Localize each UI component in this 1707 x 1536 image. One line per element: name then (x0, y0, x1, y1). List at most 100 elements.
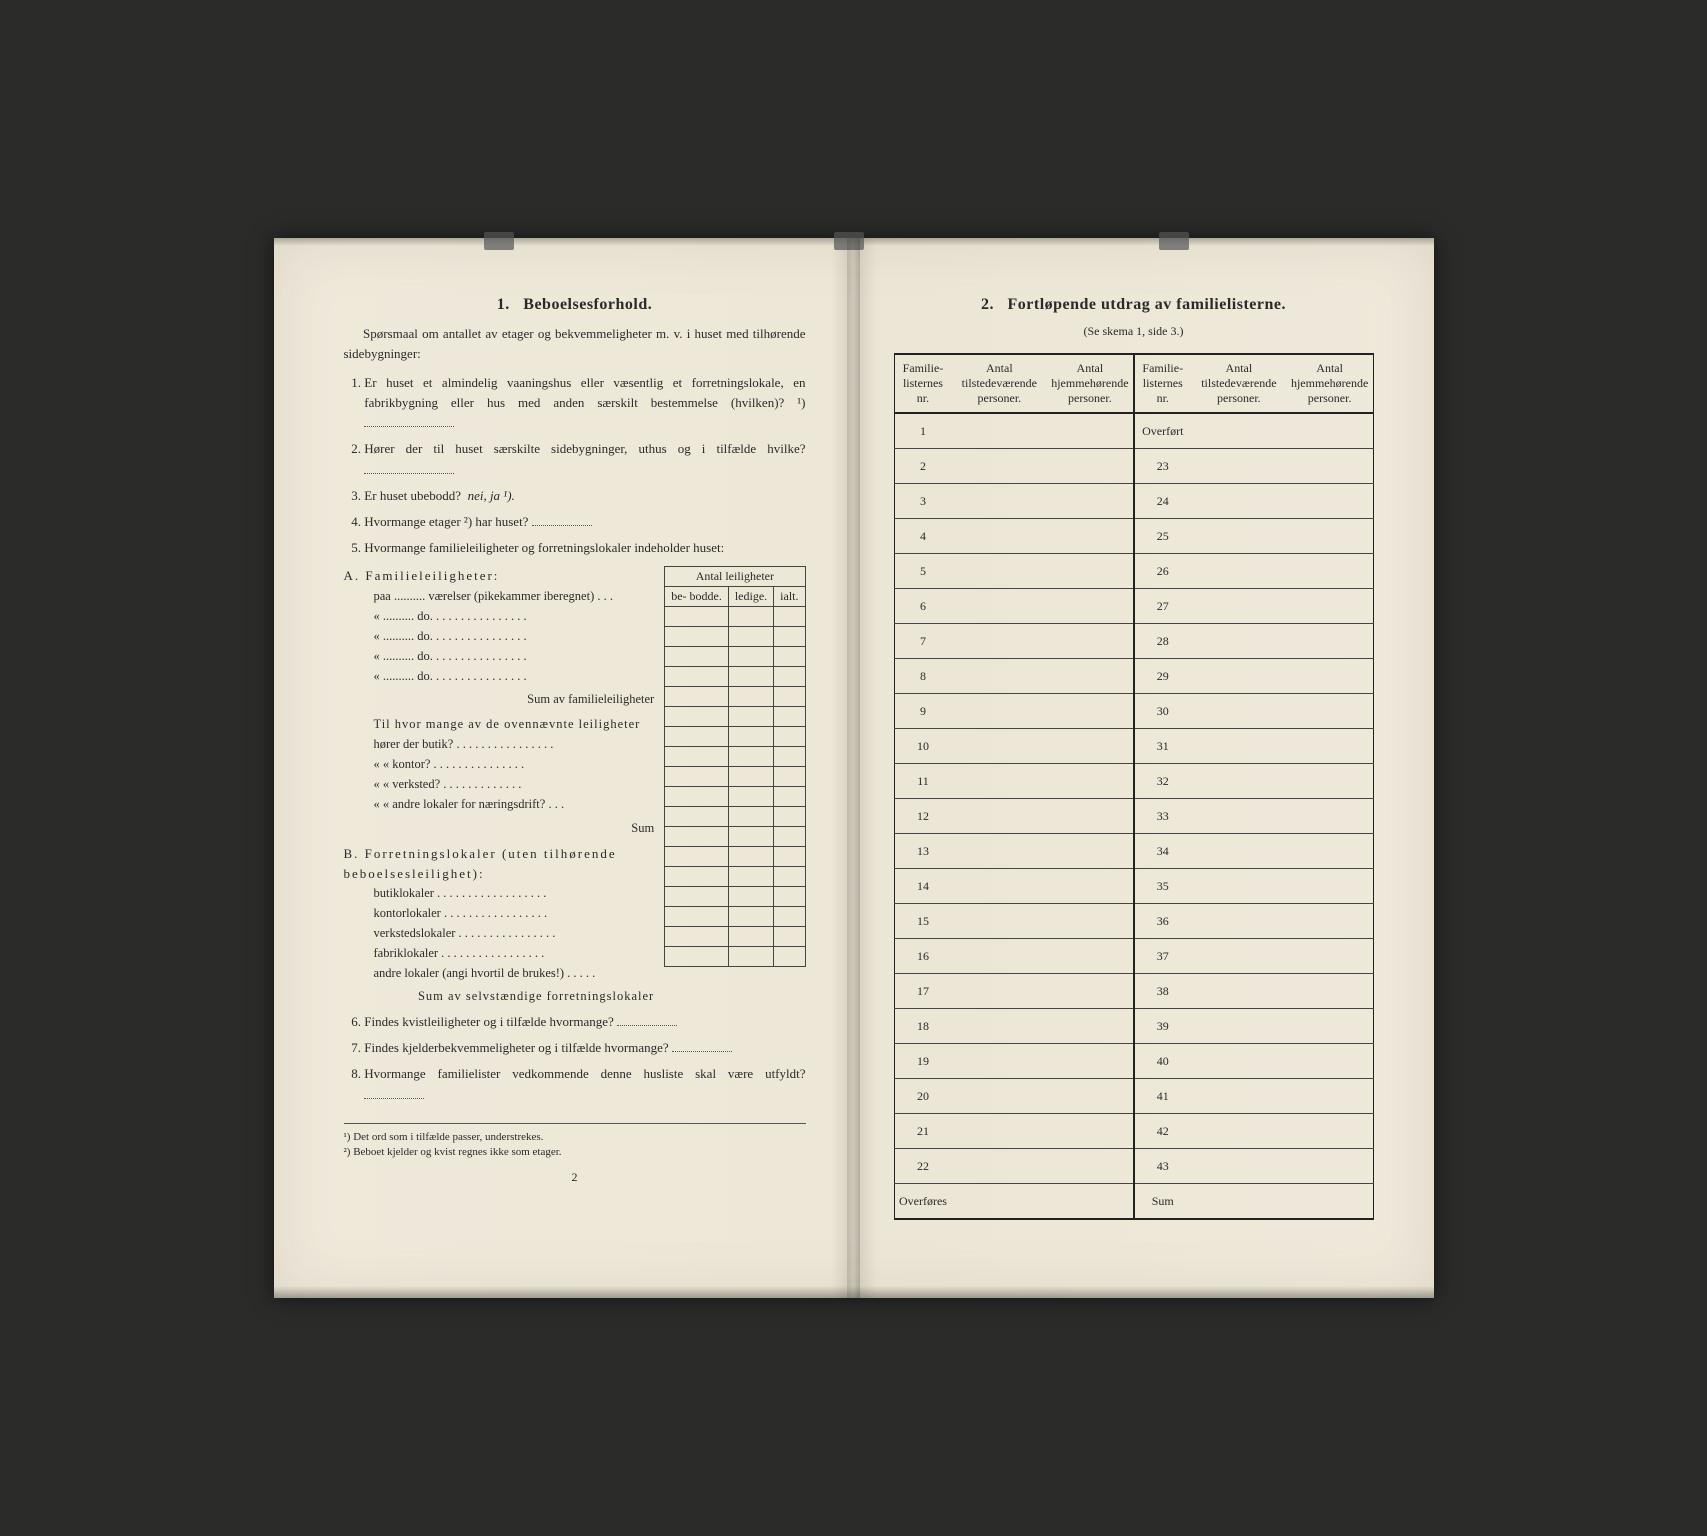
fam-row-number: 6 (894, 589, 951, 624)
page-number: 2 (344, 1170, 806, 1185)
fam-cell (951, 1079, 1047, 1114)
fam-cell (951, 904, 1047, 939)
fam-row-number: 18 (894, 1009, 951, 1044)
section-1-title: Beboelsesforhold. (523, 296, 652, 313)
fam-row-number: 19 (894, 1044, 951, 1079)
footnotes: ¹) Det ord som i tilfælde passer, unders… (344, 1123, 806, 1161)
fam-row-number: 42 (1134, 1114, 1191, 1149)
fam-row-number: 36 (1134, 904, 1191, 939)
leil-cell (728, 887, 773, 907)
leil-cell (728, 927, 773, 947)
leil-cell (665, 827, 729, 847)
fam-row-number: Overført (1134, 413, 1191, 449)
leil-cell (665, 647, 729, 667)
leil-row (665, 887, 805, 907)
leil-cell (728, 747, 773, 767)
section-A-row: « .......... do. . . . . . . . . . . . .… (374, 606, 655, 626)
fam-row: 324 (894, 484, 1373, 519)
section-B-title: B. Forretningslokaler (uten tilhørende b… (344, 846, 617, 881)
intro-text: Spørsmaal om antallet av etager og bekve… (344, 324, 806, 363)
leil-cell (728, 907, 773, 927)
fam-cell (1191, 659, 1287, 694)
leil-row (665, 867, 805, 887)
section-A-heading: A. Familieleiligheter: (344, 566, 655, 586)
question-list-top: Er huset et almindelig vaaningshus eller… (344, 373, 806, 558)
fam-cell (1191, 1149, 1287, 1184)
fam-row-number: 8 (894, 659, 951, 694)
fam-cell (1191, 1044, 1287, 1079)
leil-row (665, 667, 805, 687)
footnote-2: ²) Beboet kjelder og kvist regnes ikke s… (344, 1145, 806, 1160)
leil-header-group: Antal leiligheter (665, 567, 805, 587)
leil-cell (728, 607, 773, 627)
leil-row (665, 627, 805, 647)
leil-row (665, 807, 805, 827)
q1-text: Er huset et almindelig vaaningshus eller… (364, 375, 805, 410)
fam-row-number: 27 (1134, 589, 1191, 624)
fam-cell (951, 869, 1047, 904)
fam-row-number: 23 (1134, 449, 1191, 484)
fam-cell (1287, 1114, 1373, 1149)
fam-cell (951, 694, 1047, 729)
leil-cell (728, 707, 773, 727)
fam-cell (1047, 519, 1133, 554)
fam-row-number: 34 (1134, 834, 1191, 869)
fam-cell (1287, 694, 1373, 729)
leil-cell (665, 847, 729, 867)
leil-cell (665, 867, 729, 887)
A-sub-sum: Sum (374, 818, 655, 838)
leil-row (665, 847, 805, 867)
q5-left-column: A. Familieleiligheter: paa .......... væ… (344, 566, 655, 1012)
fam-row-number: 12 (894, 799, 951, 834)
fam-cell (951, 1184, 1047, 1220)
fam-cell (1047, 974, 1133, 1009)
fam-row-number: 5 (894, 554, 951, 589)
leil-cell (728, 867, 773, 887)
leil-row (665, 707, 805, 727)
fam-cell (1047, 799, 1133, 834)
fam-col-header: Familie-listernesnr. (1134, 354, 1191, 413)
section-A-sub-row: « « kontor? . . . . . . . . . . . . . . … (374, 754, 655, 774)
leil-cell (774, 687, 805, 707)
fam-cell (951, 659, 1047, 694)
fam-cell (1287, 834, 1373, 869)
fam-row: 1334 (894, 834, 1373, 869)
leil-cell (665, 927, 729, 947)
leil-cell (665, 787, 729, 807)
fam-row-number: 20 (894, 1079, 951, 1114)
fam-row-number: 22 (894, 1149, 951, 1184)
fam-row-number: 25 (1134, 519, 1191, 554)
question-list-bottom: Findes kvistleiligheter og i tilfælde hv… (344, 1012, 806, 1105)
fam-row-number: 11 (894, 764, 951, 799)
fam-cell (1191, 1009, 1287, 1044)
fam-row-number: 2 (894, 449, 951, 484)
fam-row: 1738 (894, 974, 1373, 1009)
q3: Er huset ubebodd? nei, ja ¹). (364, 486, 805, 506)
leil-row (665, 927, 805, 947)
leil-row (665, 907, 805, 927)
fam-cell (1047, 589, 1133, 624)
fam-row: 2243 (894, 1149, 1373, 1184)
q8-blank (364, 1098, 424, 1099)
leil-cell (774, 627, 805, 647)
leil-cell (774, 867, 805, 887)
fam-cell (1047, 1114, 1133, 1149)
q4-blank (532, 525, 592, 526)
fam-cell (1287, 974, 1373, 1009)
paper-spread: 1. Beboelsesforhold. Spørsmaal om antall… (274, 238, 1434, 1298)
leil-cell (774, 807, 805, 827)
leil-row (665, 687, 805, 707)
fam-row: 1233 (894, 799, 1373, 834)
fam-cell (1191, 1114, 1287, 1149)
leil-cell (774, 787, 805, 807)
fam-cell (1191, 1184, 1287, 1220)
leil-cell (665, 887, 729, 907)
fam-cell (1191, 904, 1287, 939)
q1: Er huset et almindelig vaaningshus eller… (364, 373, 805, 433)
q6-text: Findes kvistleiligheter og i tilfælde hv… (364, 1014, 613, 1029)
fam-cell (1047, 904, 1133, 939)
fam-cell (1047, 694, 1133, 729)
leil-cell (665, 667, 729, 687)
fam-cell (1047, 939, 1133, 974)
fam-cell (1287, 939, 1373, 974)
